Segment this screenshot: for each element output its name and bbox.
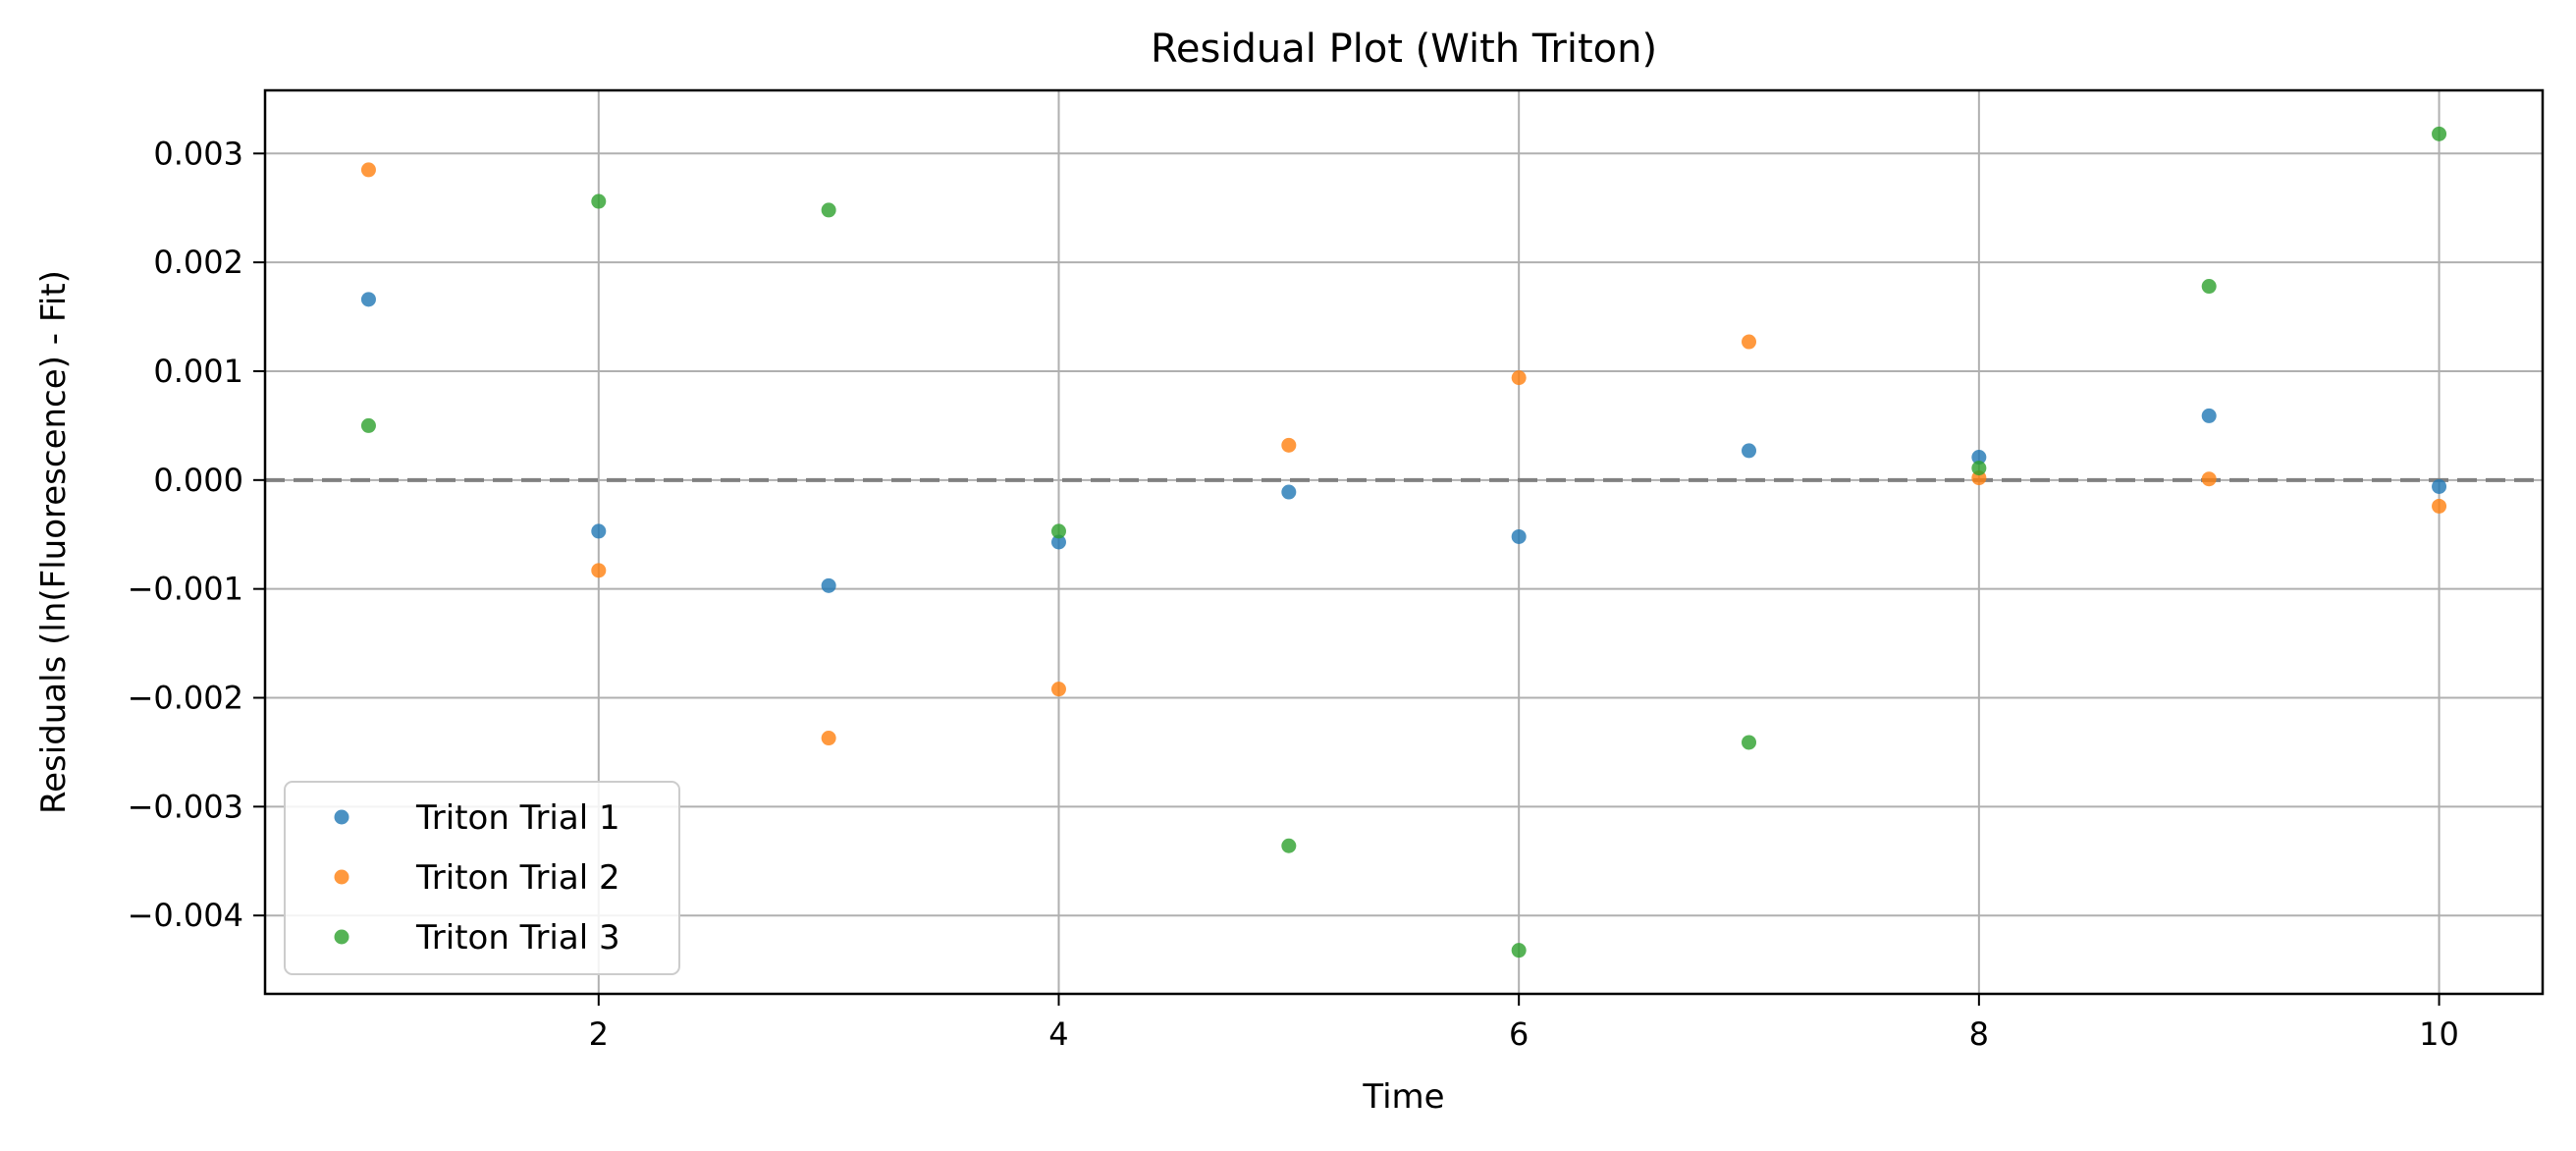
y-tick-label: −0.004 bbox=[128, 897, 243, 934]
x-tick-label: 8 bbox=[1969, 1015, 1989, 1053]
data-points bbox=[360, 126, 2447, 959]
legend-marker-trial-1 bbox=[334, 809, 349, 825]
data-point-trial-1 bbox=[821, 577, 836, 593]
x-axis-ticks: 2 4 6 8 10 bbox=[589, 994, 2459, 1053]
x-tick-label: 10 bbox=[2419, 1015, 2459, 1053]
legend-label-trial-3: Triton Trial 3 bbox=[415, 918, 620, 958]
data-point-trial-1 bbox=[2201, 408, 2217, 423]
legend-marker-trial-2 bbox=[334, 869, 349, 885]
y-tick-label: 0.002 bbox=[153, 244, 243, 281]
data-point-trial-2 bbox=[2201, 471, 2217, 487]
data-point-trial-2 bbox=[1511, 370, 1527, 386]
chart-title: Residual Plot (With Triton) bbox=[1151, 27, 1657, 72]
data-point-trial-2 bbox=[1742, 334, 1757, 350]
y-tick-label: 0.001 bbox=[153, 353, 243, 390]
data-point-trial-2 bbox=[1281, 437, 1297, 453]
y-tick-label: −0.001 bbox=[128, 571, 243, 608]
y-axis-label: Residuals (ln(Fluorescence) - Fit) bbox=[34, 270, 74, 814]
data-point-trial-1 bbox=[1742, 443, 1757, 459]
x-tick-label: 4 bbox=[1048, 1015, 1068, 1053]
data-point-trial-2 bbox=[2432, 498, 2447, 514]
y-tick-label: −0.003 bbox=[128, 788, 243, 825]
data-point-trial-3 bbox=[360, 417, 376, 433]
y-tick-label: 0.003 bbox=[153, 135, 243, 172]
data-point-trial-3 bbox=[1971, 461, 1987, 476]
data-point-trial-2 bbox=[591, 563, 607, 578]
y-tick-label: −0.002 bbox=[128, 680, 243, 717]
data-point-trial-1 bbox=[1971, 450, 1987, 466]
data-point-trial-3 bbox=[1742, 735, 1757, 750]
plot-frame bbox=[263, 88, 2545, 996]
legend-box bbox=[284, 781, 680, 975]
data-point-trial-3 bbox=[591, 193, 607, 209]
data-point-trial-3 bbox=[1281, 838, 1297, 853]
data-point-trial-1 bbox=[1050, 534, 1066, 550]
data-point-trial-2 bbox=[821, 731, 836, 746]
x-axis-label: Time bbox=[1362, 1077, 1444, 1117]
y-axis-ticks: 0.003 0.002 0.001 0.000 −0.001 −0.002 −0.003 −0… bbox=[128, 135, 265, 934]
x-tick-label: 6 bbox=[1509, 1015, 1529, 1053]
data-point-trial-1 bbox=[2432, 478, 2447, 494]
data-point-trial-1 bbox=[1511, 528, 1527, 544]
y-tick-label: 0.000 bbox=[153, 462, 243, 499]
legend-label-trial-1: Triton Trial 1 bbox=[415, 798, 620, 838]
legend-label-trial-2: Triton Trial 2 bbox=[415, 858, 620, 898]
data-point-trial-3 bbox=[821, 202, 836, 218]
data-point-trial-1 bbox=[1281, 484, 1297, 500]
legend-marker-trial-3 bbox=[334, 929, 349, 945]
data-point-trial-3 bbox=[1511, 943, 1527, 959]
data-point-trial-1 bbox=[591, 523, 607, 539]
data-point-trial-3 bbox=[2201, 279, 2217, 295]
data-point-trial-3 bbox=[2432, 126, 2447, 141]
data-point-trial-2 bbox=[1050, 682, 1066, 697]
data-point-trial-2 bbox=[360, 162, 376, 178]
x-tick-label: 2 bbox=[589, 1015, 609, 1053]
data-point-trial-1 bbox=[360, 292, 376, 307]
legend: Triton Trial 1 Triton Trial 2 Triton Tri… bbox=[284, 781, 680, 975]
data-point-trial-3 bbox=[1050, 523, 1066, 539]
